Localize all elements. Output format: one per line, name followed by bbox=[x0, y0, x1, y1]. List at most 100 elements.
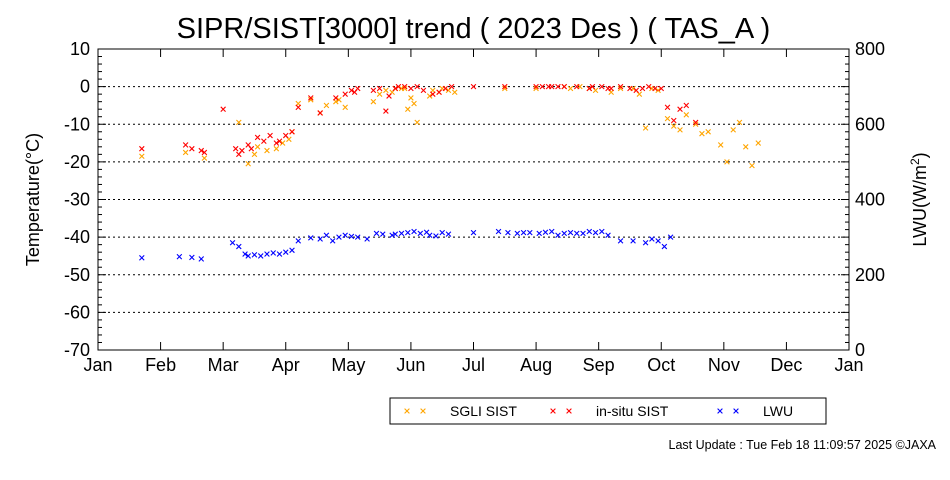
axis-ticks: 100-10-20-30-40-50-60-708006004002000Jan… bbox=[64, 39, 885, 375]
sgli-sist-point bbox=[264, 147, 270, 154]
in-situ-sist-point bbox=[201, 149, 208, 156]
sgli-sist-point bbox=[336, 97, 342, 103]
in-situ-sist-point bbox=[589, 83, 596, 90]
lwu-point bbox=[439, 229, 445, 236]
in-situ-sist-point bbox=[239, 147, 245, 154]
in-situ-sist-point bbox=[307, 95, 314, 101]
in-situ-sist-point bbox=[470, 83, 477, 90]
lwu-point bbox=[514, 230, 521, 237]
lwu-point bbox=[605, 232, 611, 239]
sgli-sist-point bbox=[376, 91, 383, 97]
lwu-point bbox=[242, 251, 248, 257]
lwu-point bbox=[630, 238, 636, 244]
lwu-point bbox=[329, 238, 336, 244]
lwu-point bbox=[426, 232, 433, 239]
in-situ-sist-point bbox=[295, 104, 302, 111]
in-situ-sist-point bbox=[442, 85, 449, 92]
lwu-point bbox=[542, 229, 549, 236]
in-situ-sist-point bbox=[401, 83, 408, 90]
sgli-sist-point bbox=[533, 85, 539, 92]
legend: SGLI SIST in-situ SIST LWU bbox=[389, 397, 827, 425]
lwu-point bbox=[573, 230, 580, 237]
legend-label-sgli-sist: SGLI SIST bbox=[450, 403, 517, 419]
sgli-sist-point bbox=[717, 142, 724, 148]
sgli-sist-point bbox=[370, 98, 377, 105]
sgli-sist-point bbox=[279, 140, 286, 146]
legend-label-in-situ-sist: in-situ SIST bbox=[596, 403, 669, 419]
in-situ-sist-point bbox=[376, 85, 383, 92]
sgli-sist-point bbox=[664, 115, 671, 122]
lwu-point bbox=[379, 231, 386, 237]
in-situ-sist-point bbox=[692, 119, 699, 126]
in-situ-sist-point bbox=[267, 132, 273, 139]
in-situ-sist-point bbox=[198, 147, 205, 154]
lwu-point bbox=[307, 235, 314, 241]
sgli-sist-point bbox=[426, 93, 433, 99]
lwu-point bbox=[276, 251, 283, 257]
lwu-point bbox=[373, 230, 380, 237]
in-situ-sist-point bbox=[395, 83, 402, 90]
x-tick-label: Jan bbox=[834, 355, 863, 375]
lwu-point bbox=[139, 255, 145, 261]
x-tick-label: Dec bbox=[770, 355, 802, 375]
sgli-sist-point bbox=[401, 85, 408, 92]
legend-marker-in-situ-sist bbox=[550, 408, 556, 414]
lwu-point bbox=[649, 236, 655, 242]
x-tick-label: Mar bbox=[208, 355, 239, 375]
sgli-sist-point bbox=[655, 87, 661, 94]
y2-tick-label: 400 bbox=[855, 190, 885, 210]
in-situ-sist-point bbox=[420, 87, 427, 94]
lwu-point bbox=[470, 229, 477, 236]
in-situ-sist-point bbox=[430, 91, 436, 97]
lwu-point bbox=[445, 231, 452, 237]
lwu-point bbox=[536, 230, 543, 237]
sgli-sist-point bbox=[502, 85, 508, 92]
in-situ-sist-point bbox=[248, 145, 255, 152]
sgli-sist-point bbox=[742, 144, 749, 150]
in-situ-sist-point bbox=[645, 83, 652, 90]
in-situ-sist-point bbox=[436, 89, 442, 96]
in-situ-sist-point bbox=[232, 145, 239, 152]
in-situ-sist-point bbox=[448, 83, 455, 90]
in-situ-sist-point bbox=[289, 128, 295, 135]
sgli-sist-point bbox=[724, 159, 730, 165]
x-tick-label: May bbox=[331, 355, 365, 375]
in-situ-sist-point bbox=[627, 85, 633, 92]
legend-label-lwu: LWU bbox=[763, 403, 793, 419]
sgli-sist-point bbox=[323, 102, 330, 109]
in-situ-sist-point bbox=[342, 91, 348, 97]
y-tick-label: -40 bbox=[64, 227, 90, 247]
lwu-point bbox=[398, 230, 405, 237]
sgli-sist-point bbox=[307, 97, 314, 103]
in-situ-sist-point bbox=[677, 106, 683, 112]
sgli-sist-point bbox=[414, 119, 420, 126]
legend-marker-lwu bbox=[733, 408, 739, 414]
in-situ-sist-point bbox=[333, 95, 339, 101]
in-situ-sist-point bbox=[408, 85, 414, 92]
lwu-point bbox=[661, 243, 668, 250]
in-situ-sist-point bbox=[555, 83, 561, 90]
y2-tick-label: 0 bbox=[855, 340, 865, 360]
lwu-point bbox=[354, 234, 361, 240]
lwu-point bbox=[317, 236, 323, 242]
x-tick-label: Jun bbox=[396, 355, 425, 375]
lwu-point bbox=[264, 251, 270, 257]
lwu-point bbox=[404, 229, 411, 236]
sgli-sist-point bbox=[139, 153, 145, 160]
sgli-sist-point bbox=[251, 151, 258, 158]
lwu-point bbox=[527, 229, 533, 236]
sgli-sist-point bbox=[182, 149, 189, 156]
lwu-point bbox=[348, 233, 355, 240]
in-situ-sist-point bbox=[354, 85, 361, 92]
lwu-point bbox=[580, 230, 586, 237]
sgli-sist-point bbox=[642, 125, 649, 131]
in-situ-sist-point bbox=[317, 110, 323, 116]
in-situ-sist-point bbox=[639, 85, 646, 92]
axis-labels: Temperature(°C) LWU(W/m2) bbox=[23, 133, 930, 266]
x-tick-label: Apr bbox=[272, 355, 300, 375]
sgli-sist-point bbox=[411, 100, 417, 107]
y-tick-label: -10 bbox=[64, 114, 90, 134]
lwu-point bbox=[270, 250, 277, 256]
in-situ-sist-point bbox=[539, 83, 546, 90]
in-situ-sist-point bbox=[633, 87, 640, 94]
